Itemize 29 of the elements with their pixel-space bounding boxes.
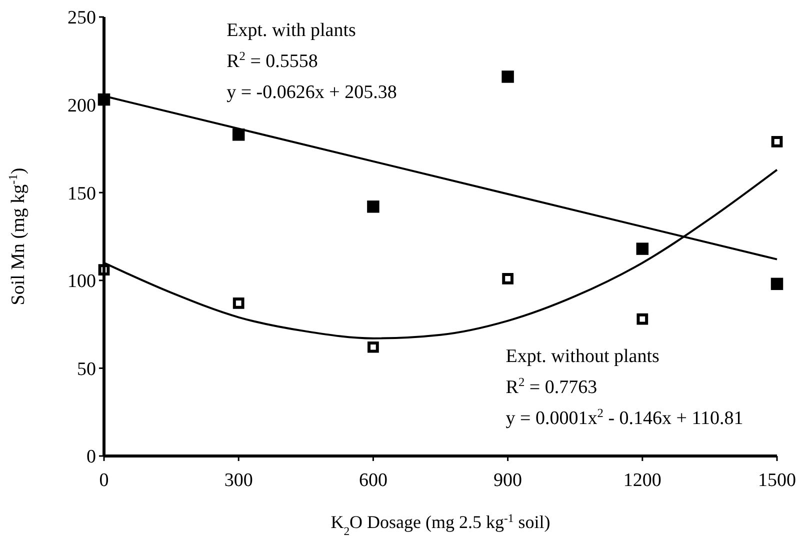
point xyxy=(367,200,380,213)
x-tick-label: 300 xyxy=(224,470,253,491)
point xyxy=(502,70,514,83)
annotation: y = 0.0001x$^{2}$ - 0.146x + 110.81 xyxy=(506,406,744,429)
y-tick-label: 250 xyxy=(68,8,96,29)
point xyxy=(232,128,245,141)
annotation: Expt. with plants xyxy=(226,20,356,41)
annotation: R$^{2}$ = 0.7763 xyxy=(506,375,598,398)
annotation: R$^{2}$ = 0.5558 xyxy=(226,49,318,72)
x-axis-title: K$_{2}$O Dosage (mg 2.5 kg$^{-1}$ soil) xyxy=(330,512,550,538)
x-tick-label: 1500 xyxy=(758,470,796,491)
y-tick-label: 100 xyxy=(68,271,96,292)
point xyxy=(368,341,379,353)
x-tick-label: 900 xyxy=(494,470,522,491)
point xyxy=(636,242,649,255)
point xyxy=(232,298,244,309)
point xyxy=(502,272,514,284)
y-tick-label: 50 xyxy=(77,358,96,380)
point xyxy=(771,136,783,148)
annotation: Expt. without plants xyxy=(506,346,660,367)
point xyxy=(770,278,784,290)
annotation: y = -0.0626x + 205.38 xyxy=(226,82,397,103)
y-tick-label: 200 xyxy=(68,95,96,116)
point xyxy=(636,313,648,325)
x-tick-label: 0 xyxy=(99,470,109,491)
x-tick-label: 1200 xyxy=(623,470,662,491)
x-tick-label: 600 xyxy=(358,470,388,491)
y-tick-label: 0 xyxy=(86,446,96,468)
y-tick-label: 150 xyxy=(68,183,96,204)
